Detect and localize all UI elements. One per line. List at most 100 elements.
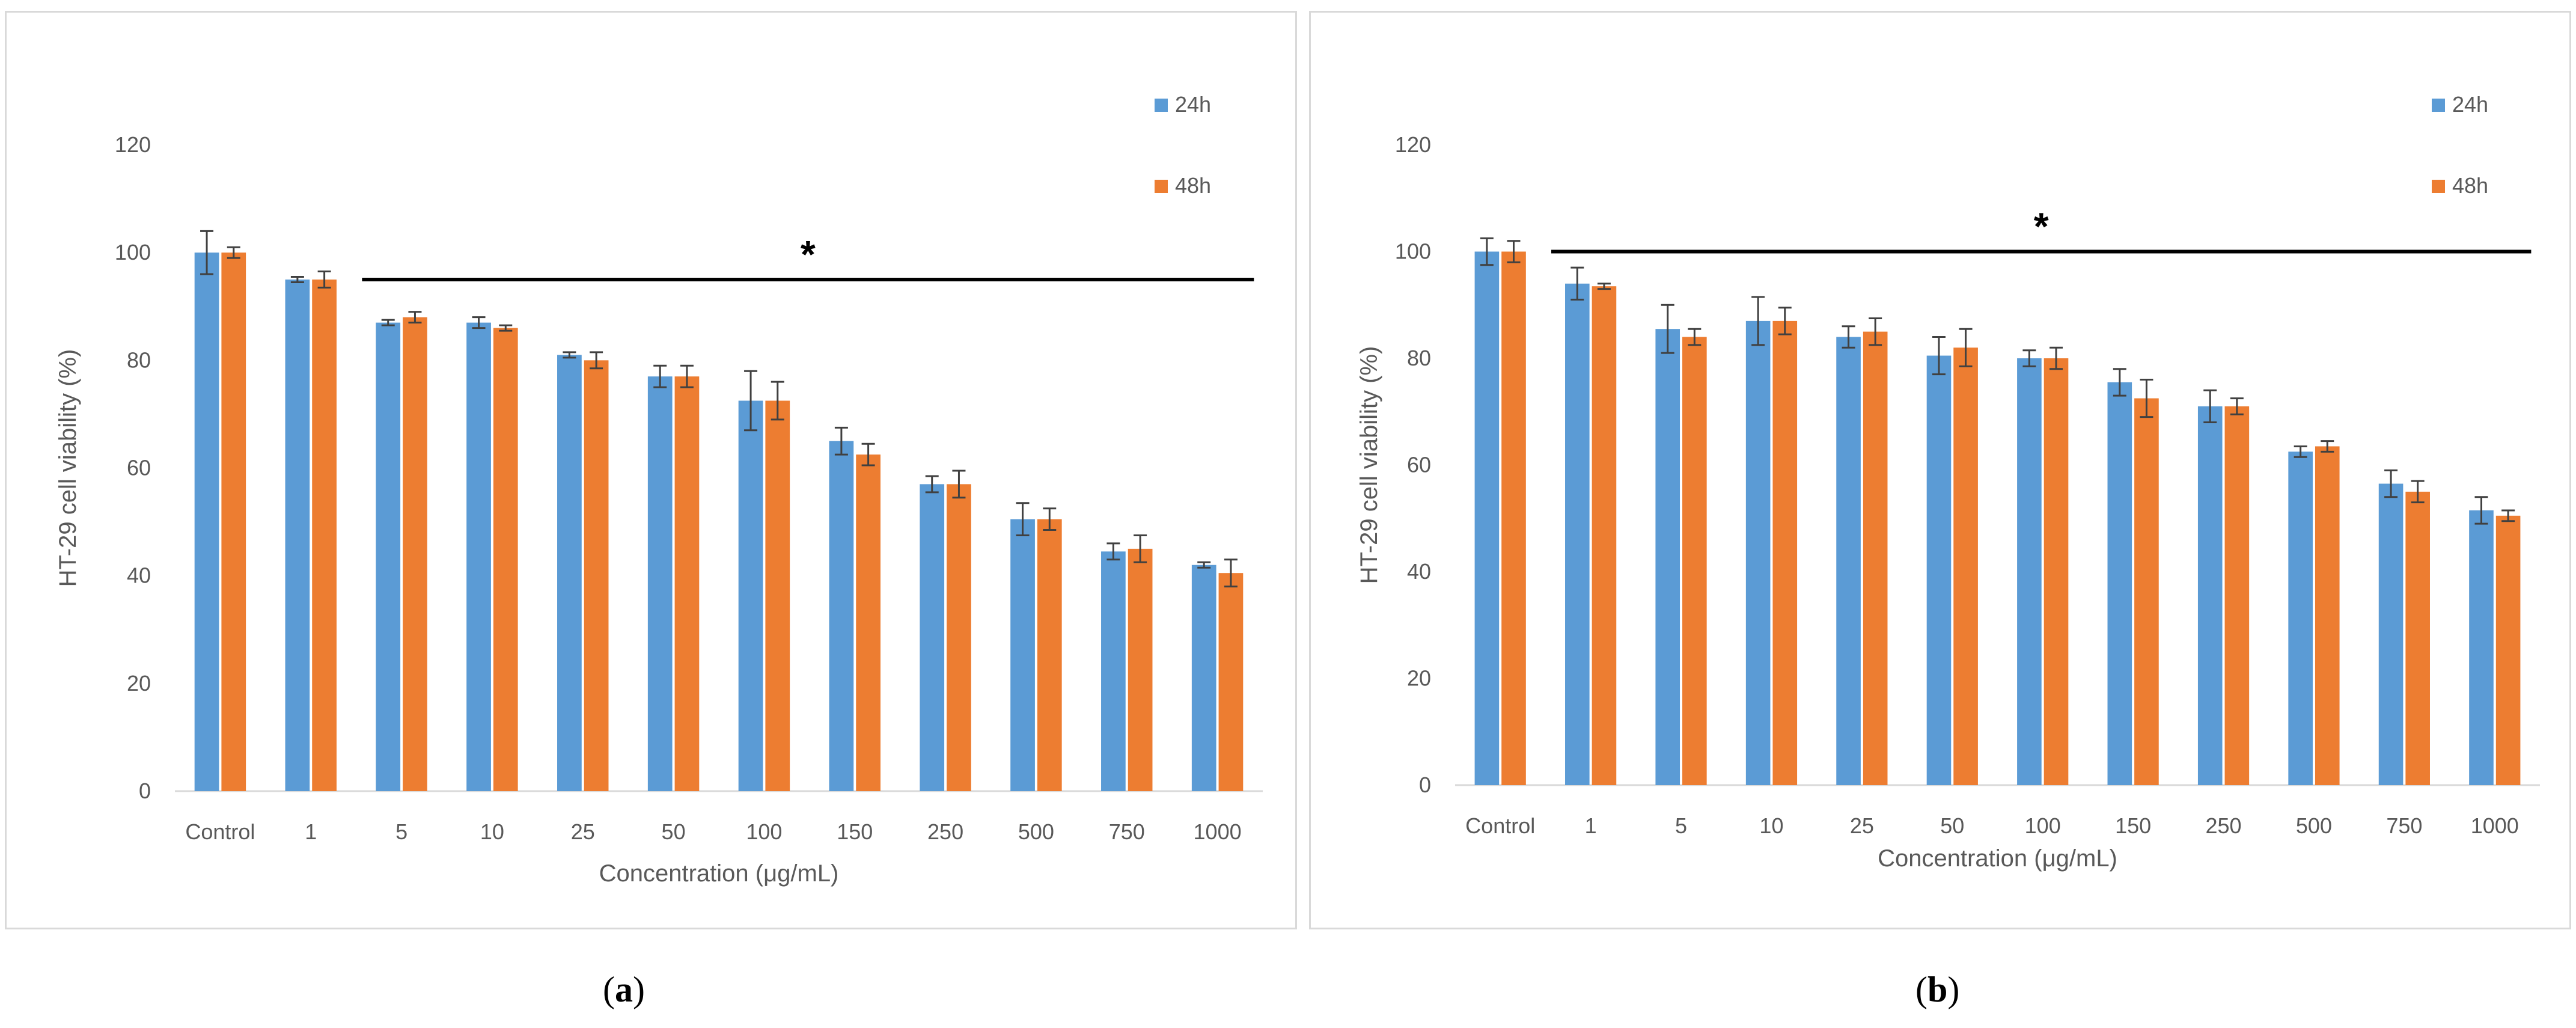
x-tick-label: 750 <box>2386 813 2422 838</box>
error-bar-48h-25 <box>1869 317 1882 346</box>
bar-24h-10 <box>1745 320 1771 785</box>
error-bar-24h-5 <box>1661 304 1674 354</box>
error-bar-48h-500 <box>1043 507 1057 531</box>
x-tick-label: 1000 <box>1194 819 1242 844</box>
bar-48h-10 <box>493 328 518 791</box>
bar-24h-100 <box>2017 358 2042 785</box>
y-tick-label: 100 <box>115 240 151 265</box>
error-bar-48h-150 <box>861 442 875 467</box>
x-tick-label: 10 <box>1759 813 1783 838</box>
y-tick-label: 40 <box>1407 559 1431 584</box>
x-tick-label: Control <box>185 819 255 844</box>
error-bar-24h-250 <box>2203 389 2217 423</box>
error-bar-24h-50 <box>1932 336 1946 376</box>
error-bar-24h-1 <box>1570 266 1584 301</box>
x-tick-label: 1000 <box>2471 813 2519 838</box>
error-bar-48h-Control <box>1507 240 1521 263</box>
bar-48h-100 <box>2043 358 2069 785</box>
bar-24h-500 <box>2288 451 2313 785</box>
significance-star: * <box>2034 205 2049 248</box>
bar-48h-Control <box>1501 251 1526 785</box>
y-axis-title: HT-29 cell viability (%) <box>1356 346 1382 584</box>
error-bar-48h-250 <box>2230 397 2244 415</box>
bar-24h-1 <box>1565 283 1590 785</box>
x-tick-label: 5 <box>395 819 407 844</box>
x-tick-label: 100 <box>746 819 782 844</box>
bar-48h-1000 <box>2495 515 2521 785</box>
bar-48h-500 <box>1037 519 1062 791</box>
caption-a: (a) <box>603 970 645 1009</box>
y-tick-label: 20 <box>127 671 151 696</box>
bar-24h-Control <box>194 252 219 792</box>
bar-24h-250 <box>2197 406 2223 785</box>
chart-panel-b: 0 20 40 60 80 100 120 Control 1 5 10 25 50 100 150 250 5… <box>1309 11 2571 929</box>
caption-b: (b) <box>1915 970 1960 1009</box>
error-bar-48h-5 <box>1688 328 1702 346</box>
error-bar-24h-50 <box>653 364 667 388</box>
x-tick-label: 10 <box>480 819 504 844</box>
legend-label-24h: 24h <box>1175 92 1211 117</box>
bar-24h-1000 <box>1191 564 1216 791</box>
y-tick-label: 120 <box>115 132 151 157</box>
error-bar-24h-Control <box>1480 237 1494 266</box>
x-tick-label: 5 <box>1675 813 1687 838</box>
bar-24h-150 <box>829 441 854 791</box>
error-bar-48h-150 <box>2140 379 2153 418</box>
legend-swatch-48h <box>2432 180 2445 193</box>
bar-48h-5 <box>403 317 427 791</box>
y-tick-label: 60 <box>1407 453 1431 477</box>
bar-48h-250 <box>947 484 971 791</box>
bar-24h-150 <box>2107 382 2132 785</box>
bar-24h-1000 <box>2469 510 2494 785</box>
y-tick-label: 120 <box>1395 132 1431 157</box>
error-bar-48h-10 <box>1778 307 1792 335</box>
error-bar-24h-100 <box>744 370 758 432</box>
y-tick-label: 0 <box>1419 773 1431 797</box>
error-bar-48h-1 <box>317 271 331 289</box>
y-tick-label: 0 <box>139 779 151 803</box>
legend-label-48h: 48h <box>2452 173 2488 198</box>
error-bar-48h-5 <box>408 311 422 324</box>
bar-48h-500 <box>2315 446 2340 785</box>
bar-48h-10 <box>1772 320 1798 785</box>
y-tick-label: 80 <box>1407 346 1431 370</box>
error-bar-24h-25 <box>563 351 576 359</box>
bar-24h-1 <box>285 279 310 791</box>
y-tick-label: 20 <box>1407 666 1431 691</box>
error-bar-24h-1000 <box>2474 496 2488 525</box>
bar-48h-1 <box>1592 286 1617 785</box>
error-bar-48h-50 <box>1959 328 1973 367</box>
x-axis-title: Concentration (μg/mL) <box>599 860 839 887</box>
significance-star: * <box>801 233 816 276</box>
x-tick-label: 25 <box>571 819 595 844</box>
x-tick-label: 250 <box>2206 813 2242 838</box>
bar-chart-a: 0 20 40 60 80 100 120 Control 1 5 10 25 50 100 150 250 5… <box>55 92 1263 887</box>
error-bar-48h-100 <box>2050 346 2063 370</box>
bar-24h-750 <box>2378 483 2404 785</box>
y-tick-label: 100 <box>1395 239 1431 264</box>
error-bar-24h-150 <box>834 426 848 456</box>
error-bar-48h-250 <box>952 470 966 499</box>
error-bar-48h-1000 <box>1224 558 1238 588</box>
error-bar-24h-25 <box>1842 325 1855 349</box>
bar-48h-250 <box>2224 406 2250 785</box>
bar-24h-5 <box>1655 329 1680 785</box>
bar-24h-50 <box>1926 355 1952 785</box>
x-tick-label: 50 <box>662 819 686 844</box>
bar-24h-25 <box>557 355 582 791</box>
bar-24h-50 <box>647 376 673 791</box>
legend-label-48h: 48h <box>1175 173 1211 198</box>
x-axis-title: Concentration (μg/mL) <box>1878 845 2117 872</box>
bar-48h-Control <box>221 252 246 792</box>
x-tick-label: 25 <box>1850 813 1874 838</box>
x-tick-label: 1 <box>305 819 317 844</box>
x-tick-label: 500 <box>2296 813 2332 838</box>
bar-48h-150 <box>856 454 881 791</box>
error-bar-24h-750 <box>1106 542 1120 561</box>
error-bar-24h-1 <box>290 275 304 283</box>
error-bar-24h-250 <box>925 475 939 494</box>
bar-48h-50 <box>674 376 700 791</box>
bar-48h-25 <box>584 360 609 791</box>
x-tick-label: 750 <box>1109 819 1145 844</box>
chart-panel-a: 0 20 40 60 80 100 120 Control 1 5 10 25 50 100 150 250 5… <box>5 11 1297 929</box>
